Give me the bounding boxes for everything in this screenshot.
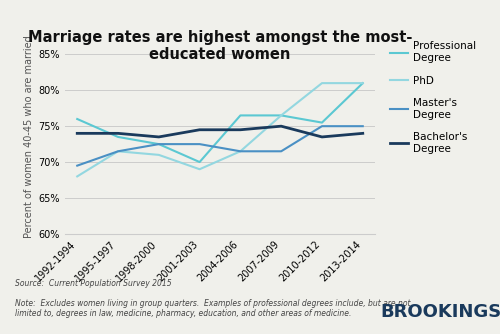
Bachelor's
Degree	[74, 131, 80, 135]
Legend: Professional
Degree, PhD, Master's
Degree, Bachelor's
Degree: Professional Degree, PhD, Master's Degre…	[390, 41, 476, 154]
Line: Professional
Degree: Professional Degree	[77, 83, 363, 162]
Master's
Degree	[74, 164, 80, 168]
Professional
Degree	[319, 121, 325, 125]
PhD	[156, 153, 162, 157]
Master's
Degree	[115, 149, 121, 153]
Master's
Degree	[360, 124, 366, 128]
Bachelor's
Degree	[278, 124, 284, 128]
Professional
Degree	[278, 114, 284, 118]
Professional
Degree	[360, 81, 366, 85]
Professional
Degree	[115, 135, 121, 139]
Professional
Degree	[238, 114, 244, 118]
Text: Marriage rates are highest amongst the most-
educated women: Marriage rates are highest amongst the m…	[28, 30, 412, 62]
Master's
Degree	[196, 142, 202, 146]
Bachelor's
Degree	[319, 135, 325, 139]
Professional
Degree	[156, 142, 162, 146]
PhD	[360, 81, 366, 85]
Line: Master's
Degree: Master's Degree	[77, 126, 363, 166]
Line: PhD: PhD	[77, 83, 363, 176]
Bachelor's
Degree	[156, 135, 162, 139]
Bachelor's
Degree	[360, 131, 366, 135]
PhD	[74, 174, 80, 178]
Text: BROOKINGS: BROOKINGS	[380, 303, 500, 321]
Line: Bachelor's
Degree: Bachelor's Degree	[77, 126, 363, 137]
PhD	[319, 81, 325, 85]
PhD	[238, 149, 244, 153]
Bachelor's
Degree	[196, 128, 202, 132]
Professional
Degree	[74, 117, 80, 121]
Bachelor's
Degree	[238, 128, 244, 132]
PhD	[115, 149, 121, 153]
Y-axis label: Percent of women 40-45 who are married: Percent of women 40-45 who are married	[24, 35, 34, 238]
PhD	[196, 167, 202, 171]
PhD	[278, 114, 284, 118]
Master's
Degree	[156, 142, 162, 146]
Text: Note:  Excludes women living in group quarters.  Examples of professional degree: Note: Excludes women living in group qua…	[15, 299, 410, 318]
Text: Source:  Current Population Survey 2015: Source: Current Population Survey 2015	[15, 279, 172, 288]
Bachelor's
Degree	[115, 131, 121, 135]
Professional
Degree	[196, 160, 202, 164]
Master's
Degree	[319, 124, 325, 128]
Master's
Degree	[278, 149, 284, 153]
Master's
Degree	[238, 149, 244, 153]
